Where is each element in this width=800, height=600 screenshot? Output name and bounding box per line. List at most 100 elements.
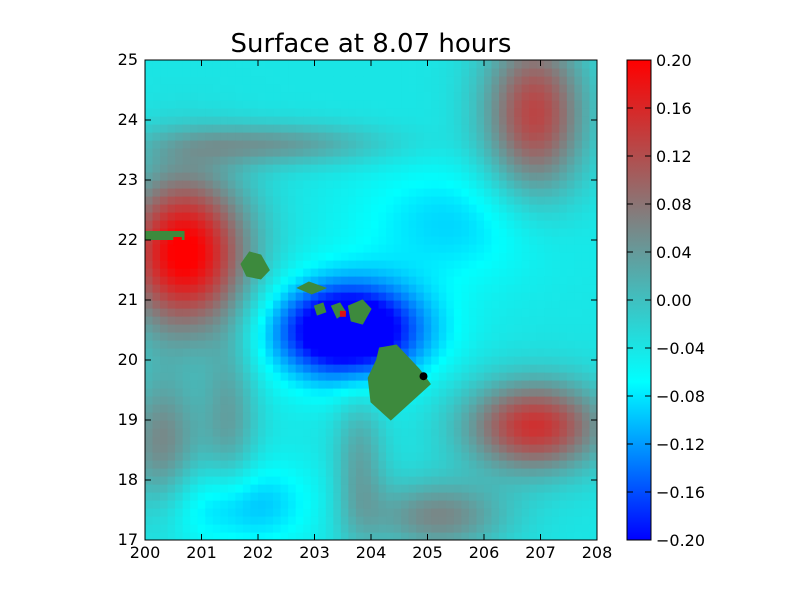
heatmap-cell: [423, 516, 432, 525]
heatmap-cell: [378, 132, 387, 141]
heatmap-cell: [355, 156, 365, 165]
heatmap-cell: [521, 444, 530, 453]
heatmap-cell: [242, 164, 252, 173]
heatmap-cell: [182, 92, 191, 101]
heatmap-cell: [205, 124, 214, 133]
heatmap-cell: [242, 172, 252, 181]
heatmap-cell: [401, 348, 410, 357]
heatmap-cell: [340, 332, 349, 341]
heatmap-cell: [393, 140, 402, 149]
heatmap-cell: [544, 332, 553, 341]
heatmap-cell: [333, 228, 342, 237]
heatmap-cell: [468, 172, 478, 181]
heatmap-cell: [484, 100, 493, 109]
heatmap-cell: [145, 140, 154, 149]
heatmap-cell: [258, 244, 267, 253]
heatmap-cell: [468, 364, 478, 373]
heatmap-cell: [325, 76, 334, 85]
heatmap-cell: [325, 132, 334, 141]
heatmap-cell: [288, 484, 297, 493]
heatmap-cell: [566, 212, 575, 221]
heatmap-cell: [333, 372, 342, 381]
heatmap-cell: [325, 404, 334, 413]
heatmap-cell: [423, 196, 432, 205]
heatmap-cell: [295, 332, 304, 341]
heatmap-cell: [363, 428, 372, 437]
heatmap-cell: [476, 268, 485, 277]
heatmap-cell: [355, 492, 365, 501]
heatmap-cell: [227, 68, 236, 77]
heatmap-cell: [220, 244, 229, 253]
heatmap-cell: [408, 260, 417, 269]
heatmap-cell: [190, 500, 199, 509]
heatmap-cell: [167, 468, 176, 477]
heatmap-cell: [408, 348, 417, 357]
heatmap-cell: [205, 156, 214, 165]
heatmap-cell: [235, 100, 244, 109]
heatmap-cell: [446, 140, 455, 149]
heatmap-cell: [431, 452, 440, 461]
heatmap-cell: [160, 452, 169, 461]
heatmap-cell: [566, 156, 575, 165]
heatmap-cell: [446, 404, 455, 413]
heatmap-cell: [212, 508, 221, 517]
heatmap-cell: [393, 252, 402, 261]
heatmap-cell: [529, 428, 538, 437]
heatmap-cell: [242, 460, 252, 469]
heatmap-cell: [491, 468, 500, 477]
heatmap-cell: [386, 436, 395, 445]
heatmap-cell: [242, 124, 252, 133]
heatmap-cell: [446, 204, 455, 213]
heatmap-cell: [145, 172, 154, 181]
heatmap-cell: [242, 276, 252, 285]
heatmap-cell: [265, 364, 274, 373]
heatmap-cell: [401, 444, 410, 453]
heatmap-cell: [484, 228, 493, 237]
heatmap-cell: [182, 84, 191, 93]
heatmap-cell: [318, 276, 327, 285]
heatmap-cell: [491, 452, 500, 461]
heatmap-cell: [167, 132, 176, 141]
heatmap-cell: [476, 276, 485, 285]
heatmap-cell: [355, 508, 365, 517]
heatmap-cell: [160, 428, 169, 437]
heatmap-cell: [423, 84, 432, 93]
heatmap-cell: [227, 420, 236, 429]
heatmap-cell: [303, 396, 312, 405]
heatmap-cell: [250, 108, 259, 117]
heatmap-cell: [348, 492, 357, 501]
heatmap-cell: [348, 220, 357, 229]
heatmap-cell: [175, 180, 184, 189]
heatmap-cell: [393, 276, 402, 285]
heatmap-cell: [484, 164, 493, 173]
heatmap-cell: [325, 492, 334, 501]
heatmap-cell: [431, 412, 440, 421]
heatmap-cell: [438, 404, 447, 413]
heatmap-cell: [529, 92, 538, 101]
heatmap-cell: [190, 324, 199, 333]
heatmap-cell: [461, 140, 470, 149]
heatmap-cell: [551, 428, 560, 437]
heatmap-cell: [453, 60, 462, 69]
heatmap-cell: [529, 132, 538, 141]
heatmap-cell: [529, 404, 538, 413]
heatmap-cell: [325, 68, 334, 77]
heatmap-cell: [197, 156, 206, 165]
heatmap-cell: [295, 292, 304, 301]
heatmap-cell: [182, 324, 191, 333]
heatmap-cell: [589, 260, 597, 269]
heatmap-cell: [242, 524, 252, 533]
heatmap-cell: [295, 436, 304, 445]
heatmap-cell: [265, 284, 274, 293]
heatmap-cell: [340, 428, 349, 437]
heatmap-cell: [521, 516, 530, 525]
heatmap-cell: [197, 452, 206, 461]
heatmap-cell: [461, 60, 470, 69]
heatmap-cell: [220, 116, 229, 125]
heatmap-cell: [514, 444, 523, 453]
heatmap-cell: [355, 188, 365, 197]
heatmap-cell: [401, 140, 410, 149]
heatmap-cell: [446, 260, 455, 269]
heatmap-cell: [363, 356, 372, 365]
heatmap-cell: [348, 212, 357, 221]
